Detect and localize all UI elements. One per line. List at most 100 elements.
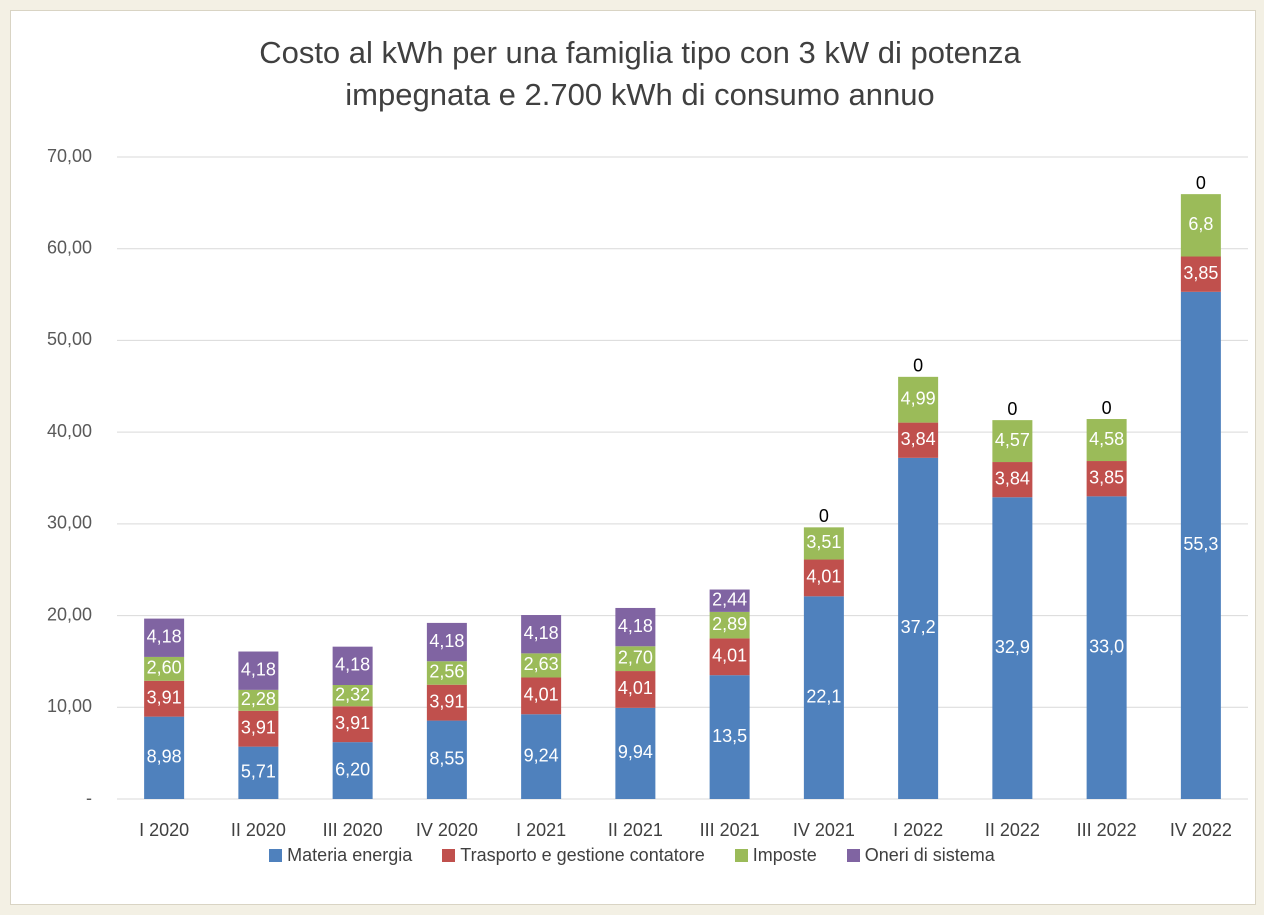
bar-segment (1180, 291, 1221, 799)
data-label: 0 (1196, 173, 1206, 193)
bar-segment (709, 675, 750, 799)
data-label: 33,0 (1089, 636, 1124, 656)
data-label: 0 (819, 506, 829, 526)
data-label: 4,18 (335, 655, 370, 675)
bar-segment (426, 622, 467, 662)
data-label: 0 (913, 356, 923, 376)
bar-segment (332, 646, 373, 685)
bar-segment (332, 742, 373, 799)
bar-segment (615, 646, 656, 672)
x-tick-label: III 2021 (700, 820, 760, 840)
data-label: 2,44 (712, 589, 747, 609)
bar-segment (1180, 256, 1221, 292)
y-tick-label: 10,00 (47, 696, 92, 716)
bar-segment (803, 596, 844, 799)
bar-segment (709, 589, 750, 612)
x-tick-label: I 2021 (516, 820, 566, 840)
y-tick-label: 30,00 (47, 513, 92, 533)
bar-segment (238, 689, 279, 711)
bar-segment (144, 656, 185, 681)
bar-segment (615, 671, 656, 708)
bar-segment (426, 684, 467, 721)
data-label: 3,91 (335, 713, 370, 733)
y-tick-label: - (86, 788, 92, 808)
bar-segment (238, 710, 279, 747)
bar-segment (992, 420, 1033, 463)
legend-item: Materia energia (269, 845, 412, 866)
x-tick-label: IV 2020 (416, 820, 478, 840)
data-label: 4,01 (806, 567, 841, 587)
bar-segment (898, 457, 939, 799)
x-tick-label: III 2020 (323, 820, 383, 840)
bar-segment (1086, 496, 1127, 799)
data-label: 3,84 (995, 468, 1030, 488)
x-tick-label: I 2020 (139, 820, 189, 840)
bar-segment (709, 638, 750, 676)
legend-swatch (846, 849, 860, 862)
y-tick-label: 70,00 (47, 146, 92, 166)
legend-label: Materia energia (287, 845, 413, 865)
legend-label: Imposte (752, 845, 817, 865)
legend-item: Imposte (734, 845, 817, 866)
data-label: 4,18 (241, 659, 276, 679)
data-label: 4,01 (618, 678, 653, 698)
data-label: 6,20 (335, 759, 370, 779)
bar-segment (521, 677, 562, 715)
data-label: 4,18 (429, 631, 464, 651)
data-label: 3,84 (901, 429, 936, 449)
y-tick-label: 20,00 (47, 604, 92, 624)
data-label: 3,85 (1089, 467, 1124, 487)
data-label: 4,18 (147, 627, 182, 647)
data-label: 2,89 (712, 614, 747, 634)
legend-item: Trasporto e gestione contatore (442, 845, 705, 866)
data-label: 2,28 (241, 689, 276, 709)
data-label: 2,70 (618, 647, 653, 667)
legend-item: Oneri di sistema (846, 845, 995, 866)
x-tick-label: II 2021 (608, 820, 663, 840)
data-label: 4,18 (618, 616, 653, 636)
data-label: 2,63 (524, 654, 559, 674)
bar-segment (1180, 194, 1221, 257)
data-label: 32,9 (995, 637, 1030, 657)
x-tick-label: II 2020 (231, 820, 286, 840)
chart-title: Costo al kWh per una famiglia tipo con 3… (259, 35, 1021, 112)
data-label: 2,56 (429, 662, 464, 682)
bar-segment (615, 607, 656, 647)
data-label: 9,94 (618, 742, 653, 762)
legend-swatch (734, 849, 748, 862)
data-label: 5,71 (241, 762, 276, 782)
data-label: 3,91 (147, 687, 182, 707)
bar-segment (144, 618, 185, 657)
bar-segment (144, 716, 185, 799)
data-label: 4,18 (524, 623, 559, 643)
bar-segment (1086, 461, 1127, 497)
data-label: 0 (1102, 398, 1112, 418)
bar-segment (238, 746, 279, 799)
bar-segment (144, 680, 185, 717)
data-label: 2,32 (335, 684, 370, 704)
y-tick-label: 40,00 (47, 421, 92, 441)
legend-label: Trasporto e gestione contatore (460, 845, 705, 865)
data-label: 3,91 (241, 717, 276, 737)
x-tick-label: III 2022 (1077, 820, 1137, 840)
data-label: 4,99 (901, 388, 936, 408)
bar-segment (238, 651, 279, 690)
data-label: 0 (1007, 399, 1017, 419)
bar-segment (332, 706, 373, 743)
x-tick-label: IV 2021 (793, 820, 855, 840)
bar-segment (521, 714, 562, 799)
bar-segment (898, 422, 939, 458)
data-label: 4,01 (712, 646, 747, 666)
data-label: 22,1 (806, 686, 841, 706)
y-tick-label: 50,00 (47, 329, 92, 349)
bar-segment (521, 615, 562, 654)
data-label: 4,58 (1089, 429, 1124, 449)
data-label: 13,5 (712, 726, 747, 746)
legend-swatch (269, 849, 283, 862)
bar-segment (709, 611, 750, 639)
bar-segment (426, 661, 467, 685)
data-label: 55,3 (1183, 534, 1218, 554)
data-label: 4,01 (524, 685, 559, 705)
data-label: 8,55 (429, 749, 464, 769)
